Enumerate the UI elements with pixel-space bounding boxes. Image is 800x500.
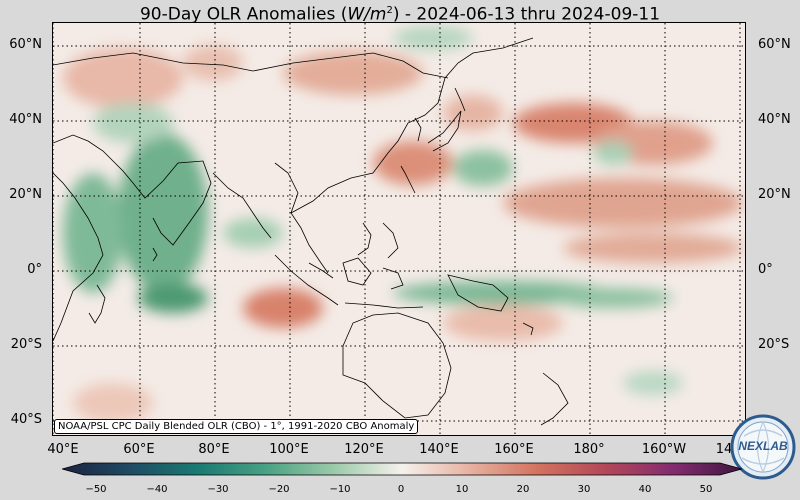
lat-label-40s-left: 40°S xyxy=(10,412,42,427)
title-prefix: 90-Day OLR Anomalies ( xyxy=(139,4,348,25)
olr-anomaly-map xyxy=(52,22,746,436)
lat-label-equator-left: 0° xyxy=(27,262,42,277)
lat-label-40n-right: 40°N xyxy=(758,112,791,127)
colorbar-tick-minus10: −10 xyxy=(329,484,351,495)
lat-label-20s-left: 20°S xyxy=(10,337,42,352)
map-gridlines xyxy=(53,23,745,435)
lat-label-60n-left: 60°N xyxy=(9,37,42,52)
colorbar-tick-50: 50 xyxy=(699,484,713,495)
lon-label-80e: 80°E xyxy=(198,442,230,457)
lat-label-20n-right: 20°N xyxy=(758,187,791,202)
colorbar-tick-minus30: −30 xyxy=(207,484,229,495)
colorbar-tick-0: 0 xyxy=(397,484,405,495)
logo-text: NEXLAB xyxy=(738,439,788,453)
title-suffix: ) - 2024-06-13 thru 2024-09-11 xyxy=(392,4,661,25)
lat-label-20s-right: 20°S xyxy=(758,337,790,352)
title-units: W/m xyxy=(347,4,387,25)
colorbar-tick-minus20: −20 xyxy=(268,484,290,495)
lat-label-60n-right: 60°N xyxy=(758,37,791,52)
lat-label-20n-left: 20°N xyxy=(9,187,42,202)
lon-label-160e: 160°E xyxy=(494,442,534,457)
coastlines xyxy=(53,37,569,426)
title-units-power: 2 xyxy=(386,5,393,16)
lon-label-180: 180° xyxy=(573,442,605,457)
lat-label-equator-right: 0° xyxy=(758,262,773,277)
colorbar-tick-minus40: −40 xyxy=(146,484,168,495)
lon-label-160w: 160°W xyxy=(641,442,687,457)
lon-label-60e: 60°E xyxy=(123,442,155,457)
lon-label-120e: 120°E xyxy=(344,442,384,457)
colorbar-tick-40: 40 xyxy=(638,484,652,495)
map-title: 90-Day OLR Anomalies (W/m2) - 2024-06-13… xyxy=(0,0,800,25)
lat-label-40n-left: 40°N xyxy=(9,112,42,127)
colorbar-tick-20: 20 xyxy=(516,484,530,495)
lon-label-100e: 100°E xyxy=(269,442,309,457)
colorbar-gradient xyxy=(62,462,742,476)
lon-label-140w-clipped: 14 xyxy=(715,442,733,457)
colorbar-tick-10: 10 xyxy=(455,484,469,495)
lon-label-40e: 40°E xyxy=(47,442,79,457)
nexlab-logo-icon: NEXLAB xyxy=(730,414,796,480)
lon-label-140e: 140°E xyxy=(419,442,459,457)
data-source-credit: NOAA/PSL CPC Daily Blended OLR (CBO) - 1… xyxy=(54,419,419,434)
colorbar-tick-minus50: −50 xyxy=(85,484,107,495)
colorbar xyxy=(62,462,742,476)
colorbar-tick-30: 30 xyxy=(577,484,591,495)
